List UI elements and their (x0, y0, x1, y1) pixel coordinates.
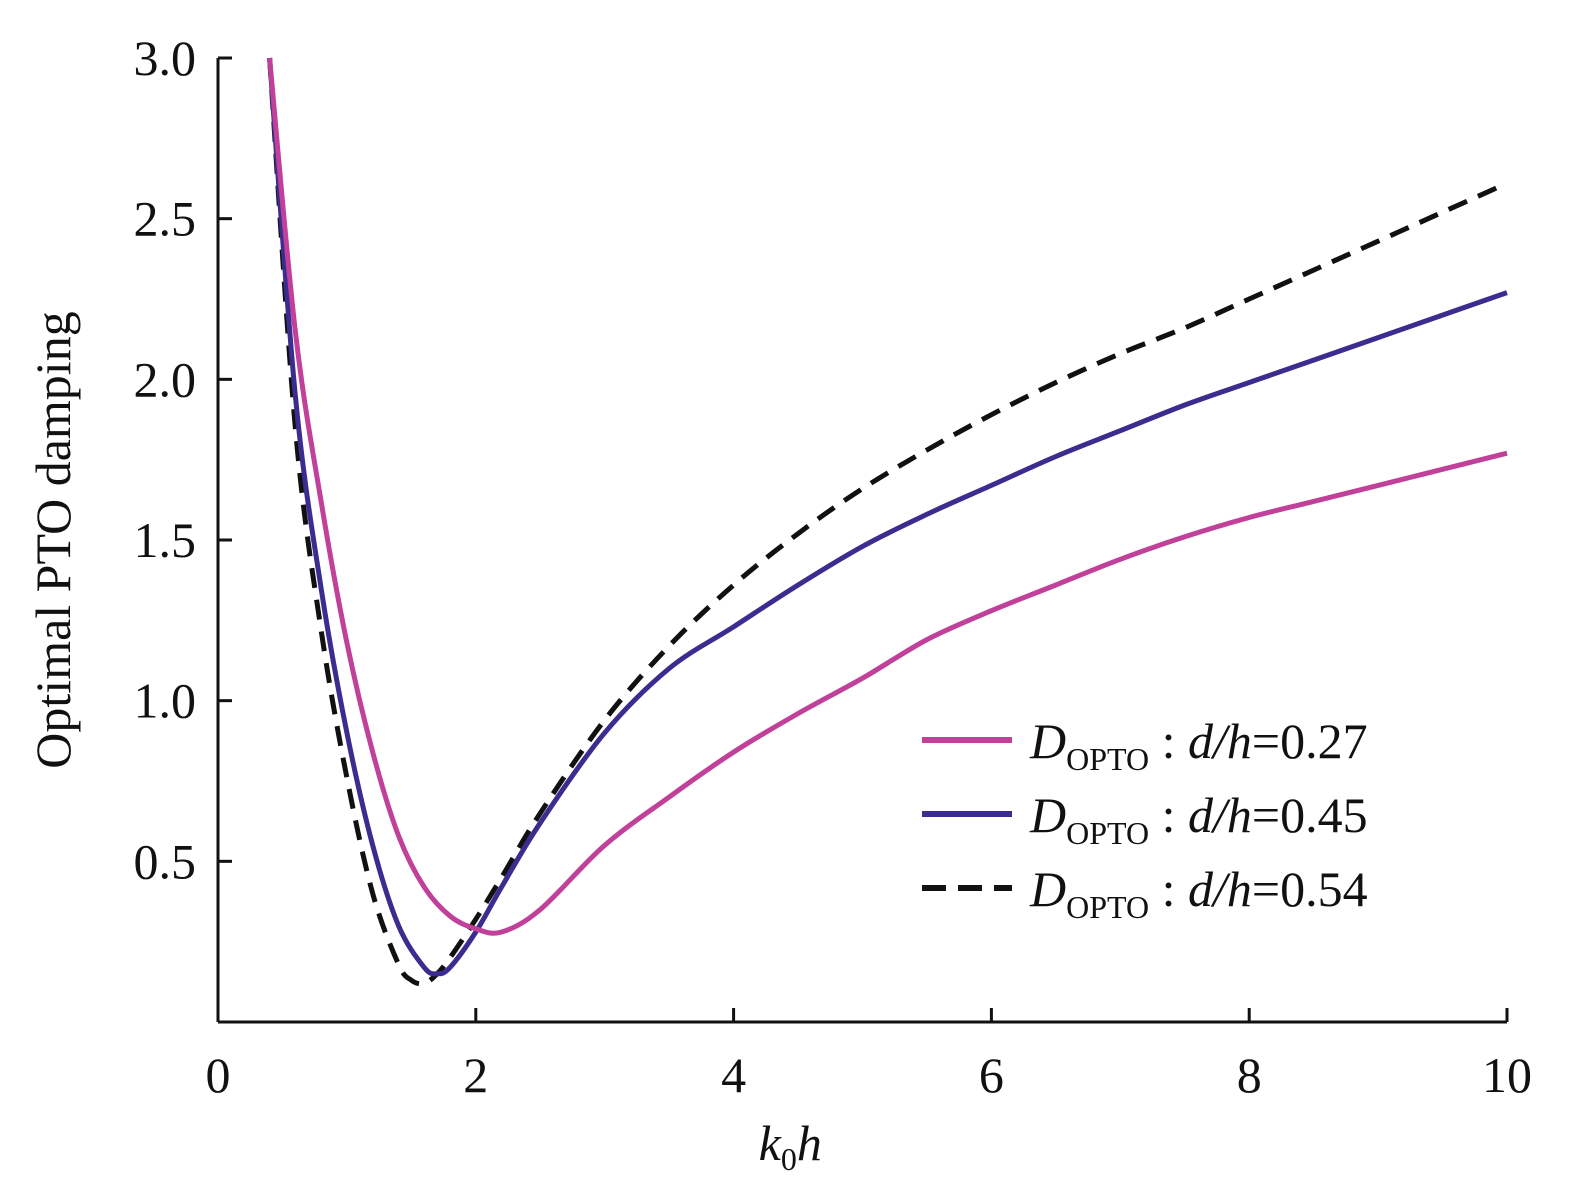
x-tick-label: 4 (721, 1047, 746, 1103)
legend-param: d/h (1188, 713, 1252, 769)
x-tick-label: 0 (206, 1047, 231, 1103)
x-tick-label: 10 (1482, 1047, 1532, 1103)
x-tick-label: 8 (1237, 1047, 1262, 1103)
y-tick-label: 1.0 (134, 673, 197, 729)
y-tick-label: 2.5 (134, 191, 197, 247)
legend-equals: = (1252, 713, 1280, 769)
x-tick-label: 6 (979, 1047, 1004, 1103)
series-line-0-45 (267, 57, 1508, 977)
y-axis-title: Optimal PTO damping (25, 311, 81, 768)
y-tick-label: 1.5 (134, 512, 197, 568)
ticks: 0 2 4 6 8 10 0.5 1.0 1.5 2.0 2.5 3.0 (134, 30, 1533, 1103)
legend-equals: = (1252, 787, 1280, 843)
x-axis-title: k0h (759, 1115, 822, 1177)
legend-param: d/h (1188, 861, 1252, 917)
legend-label: DOPTO : d/h=0.54 (1029, 861, 1368, 925)
legend-param: d/h (1188, 787, 1252, 843)
legend-value: 0.45 (1280, 787, 1368, 843)
legend-label: DOPTO : d/h=0.27 (1029, 713, 1368, 777)
legend-equals: = (1252, 861, 1280, 917)
x-tick-label: 2 (463, 1047, 488, 1103)
series-line-0-27 (267, 57, 1508, 936)
legend-item: DOPTO : d/h=0.54 (922, 861, 1368, 925)
legend-item: DOPTO : d/h=0.27 (922, 713, 1368, 777)
x-axis-title-sub: 0 (781, 1141, 797, 1177)
legend-label: DOPTO : d/h=0.45 (1029, 787, 1368, 851)
series-layer (267, 57, 1509, 987)
legend-subscript: OPTO (1066, 741, 1149, 777)
series-line-0-54 (267, 57, 1509, 987)
legend-colon: : (1149, 861, 1188, 917)
legend-symbol: D (1029, 713, 1066, 769)
x-axis-title-main: k (759, 1115, 782, 1171)
legend-colon: : (1149, 787, 1188, 843)
y-tick-label: 2.0 (134, 351, 197, 407)
y-tick-label: 3.0 (134, 30, 197, 86)
legend-colon: : (1149, 713, 1188, 769)
legend-subscript: OPTO (1066, 889, 1149, 925)
legend-value: 0.54 (1280, 861, 1368, 917)
x-axis-title-tail: h (797, 1115, 822, 1171)
legend-symbol: D (1029, 861, 1066, 917)
y-tick-label: 0.5 (134, 833, 197, 889)
legend-item: DOPTO : d/h=0.45 (922, 787, 1368, 851)
legend-symbol: D (1029, 787, 1066, 843)
legend-subscript: OPTO (1066, 815, 1149, 851)
legend-value: 0.27 (1280, 713, 1368, 769)
